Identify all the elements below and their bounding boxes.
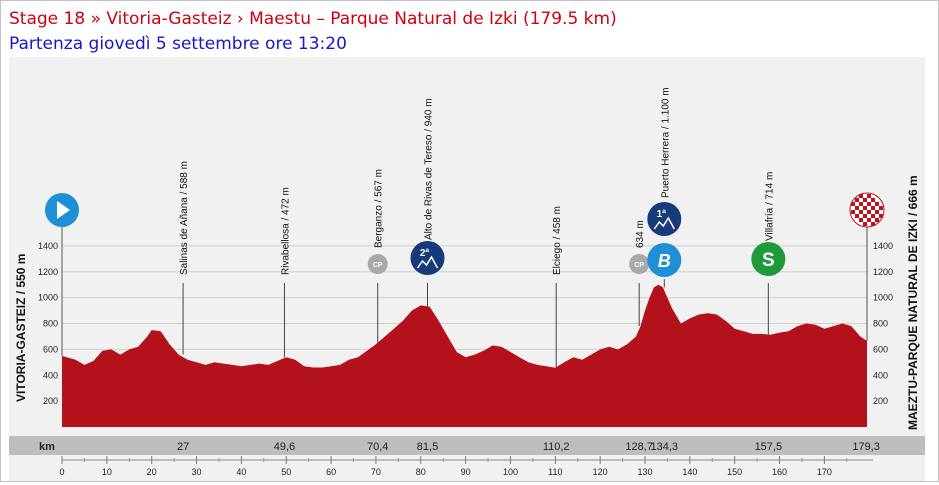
checker-square xyxy=(867,194,871,198)
km-ruler-label-130: 130 xyxy=(637,467,652,477)
km-label-0: 27 xyxy=(177,441,189,453)
y-tick-right-400: 400 xyxy=(873,370,888,380)
play-triangle-icon xyxy=(57,201,70,219)
point-name-7: Villafría / 714 m xyxy=(764,172,775,241)
km-ruler-label-110: 110 xyxy=(548,467,562,477)
start-town-label: VITORIA-GASTEIZ / 550 m xyxy=(14,254,28,402)
checker-square xyxy=(879,214,883,218)
km-label-2: 70,4 xyxy=(367,441,388,453)
checker-square xyxy=(867,202,871,206)
km-label-7: 157,5 xyxy=(755,441,783,453)
km-label-4: 110,2 xyxy=(543,441,570,453)
y-tick-right-1000: 1000 xyxy=(873,293,893,303)
km-ruler-label-140: 140 xyxy=(682,467,697,477)
km-ruler-label-70: 70 xyxy=(371,467,381,477)
bonus-sprint-icon xyxy=(647,243,682,277)
checkpoint-icon-label: CP xyxy=(373,262,383,269)
elevation-profile-area xyxy=(62,284,867,427)
checker-square xyxy=(871,206,875,210)
checker-square xyxy=(875,210,879,214)
km-ruler-label-20: 20 xyxy=(147,467,157,477)
y-tick-right-1200: 1200 xyxy=(873,267,893,277)
checker-square xyxy=(855,198,859,202)
km-axis-bar xyxy=(9,436,925,455)
km-ruler-label-0: 0 xyxy=(59,467,64,477)
km-ruler-label-160: 160 xyxy=(772,467,787,477)
km-ruler-label-10: 10 xyxy=(102,467,112,477)
point-name-4: Elciego / 458 m xyxy=(552,206,563,275)
y-tick-right-800: 800 xyxy=(873,319,888,329)
km-label-6: 134,3 xyxy=(651,441,679,453)
checkpoint-icon xyxy=(629,254,650,274)
profile-chart-area: 200 200 400 400 600 600 800 800 1000 1000 1200 1200… xyxy=(9,57,925,481)
checker-square xyxy=(851,210,855,214)
checker-square xyxy=(855,214,859,218)
point-name-6: Puerto Herrera / 1.100 m xyxy=(660,87,671,198)
km-label-1: 49,6 xyxy=(274,441,295,453)
y-tick-left-800: 800 xyxy=(43,319,58,329)
checker-square xyxy=(867,218,871,222)
checkpoint-icon-label: CP xyxy=(634,262,644,269)
checker-square xyxy=(875,218,879,222)
intermediate-sprint-icon xyxy=(751,242,786,276)
km-axis-label: km xyxy=(39,441,55,453)
km-ruler-label-170: 170 xyxy=(817,467,832,477)
checker-square xyxy=(879,206,883,210)
km-ruler-label-100: 100 xyxy=(503,467,518,477)
checker-square xyxy=(863,214,867,218)
y-tick-left-200: 200 xyxy=(43,396,58,406)
y-tick-left-600: 600 xyxy=(43,344,58,354)
stage-title: Stage 18 » Vitoria-Gasteiz › Maestu – Pa… xyxy=(9,9,617,29)
bonus-sprint-label: B xyxy=(658,251,671,271)
km-label-8: 179,3 xyxy=(852,441,880,453)
checker-square xyxy=(863,198,867,202)
mountain-icon xyxy=(653,216,675,230)
checker-square xyxy=(871,198,875,202)
point-name-5: 634 m xyxy=(635,220,646,248)
checker-square xyxy=(867,210,871,214)
point-name-0: Salinas de Añana / 588 m xyxy=(179,161,190,275)
km-ruler-label-120: 120 xyxy=(593,467,608,477)
checker-square xyxy=(875,202,879,206)
point-name-2: Berganzo / 567 m xyxy=(374,169,385,248)
km-ruler-label-50: 50 xyxy=(281,467,291,477)
finish-town-label: MAEZTU-PARQUE NATURAL DE IZKI / 666 m xyxy=(906,175,920,430)
y-tick-left-400: 400 xyxy=(43,370,58,380)
checker-square xyxy=(859,210,863,214)
checker-square xyxy=(859,218,863,222)
km-ruler-label-150: 150 xyxy=(727,467,742,477)
mountain-icon xyxy=(416,255,439,269)
km-ruler-label-40: 40 xyxy=(236,467,246,477)
climb-cat1-label: 1ª xyxy=(657,209,667,220)
km-label-3: 81,5 xyxy=(417,441,438,453)
km-ruler-label-80: 80 xyxy=(416,467,426,477)
km-ruler-label-90: 90 xyxy=(461,467,471,477)
checker-square xyxy=(855,206,859,210)
y-tick-left-1000: 1000 xyxy=(38,293,58,303)
km-label-5: 128,7 xyxy=(625,441,653,453)
y-tick-left-1400: 1400 xyxy=(38,241,58,251)
y-tick-right-1400: 1400 xyxy=(873,241,893,251)
y-tick-right-200: 200 xyxy=(873,396,888,406)
climb-cat2-label: 2ª xyxy=(420,248,430,259)
point-name-1: Rivabellosa / 472 m xyxy=(280,187,291,275)
checker-square xyxy=(863,206,867,210)
start-time-subtitle: Partenza giovedì 5 settembre ore 13:20 xyxy=(9,34,347,54)
checker-square xyxy=(859,194,863,198)
checker-square xyxy=(859,202,863,206)
checker-square xyxy=(863,222,867,226)
checker-square xyxy=(871,214,875,218)
y-tick-right-600: 600 xyxy=(873,344,888,354)
checker-square xyxy=(851,202,855,206)
point-name-3: Alto de Rivas de Tereso / 940 m xyxy=(424,98,435,240)
y-tick-left-1200: 1200 xyxy=(38,267,58,277)
intermediate-sprint-label: S xyxy=(762,250,775,271)
checker-square xyxy=(871,222,875,226)
checkpoint-icon xyxy=(367,254,388,274)
km-ruler-label-30: 30 xyxy=(192,467,202,477)
km-ruler-label-60: 60 xyxy=(326,467,336,477)
